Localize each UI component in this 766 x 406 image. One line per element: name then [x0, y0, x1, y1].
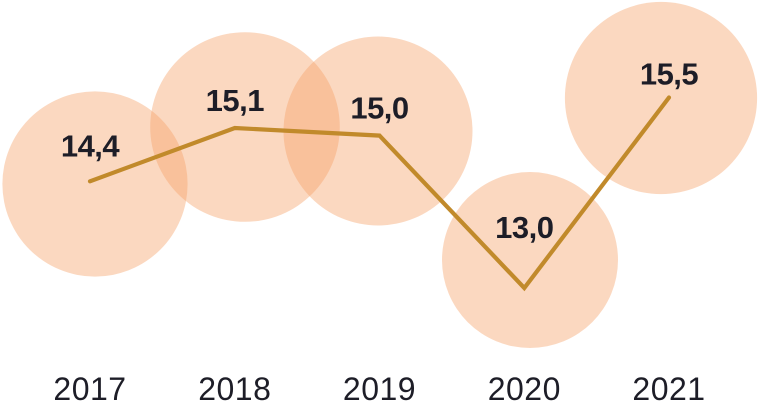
- year-label-2017: 2017: [53, 371, 126, 406]
- value-label-2021: 15,5: [640, 57, 699, 92]
- bubble-2017: [2, 91, 188, 277]
- value-label-2019: 15,0: [350, 91, 408, 126]
- bubble-group: [2, 1, 758, 348]
- trend-line: [87, 95, 672, 292]
- bubble-2019: [283, 36, 473, 226]
- value-label-2020: 13,0: [495, 210, 553, 245]
- bubble-2021: [564, 1, 758, 195]
- value-label-2018: 15,1: [206, 83, 265, 118]
- year-label-2019: 2019: [343, 371, 416, 406]
- year-label-2021: 2021: [632, 371, 705, 406]
- value-label-2017: 14,4: [61, 128, 121, 163]
- bubble-2020: [442, 172, 618, 348]
- year-label-2020: 2020: [488, 371, 561, 406]
- year-label-2018: 2018: [198, 371, 271, 406]
